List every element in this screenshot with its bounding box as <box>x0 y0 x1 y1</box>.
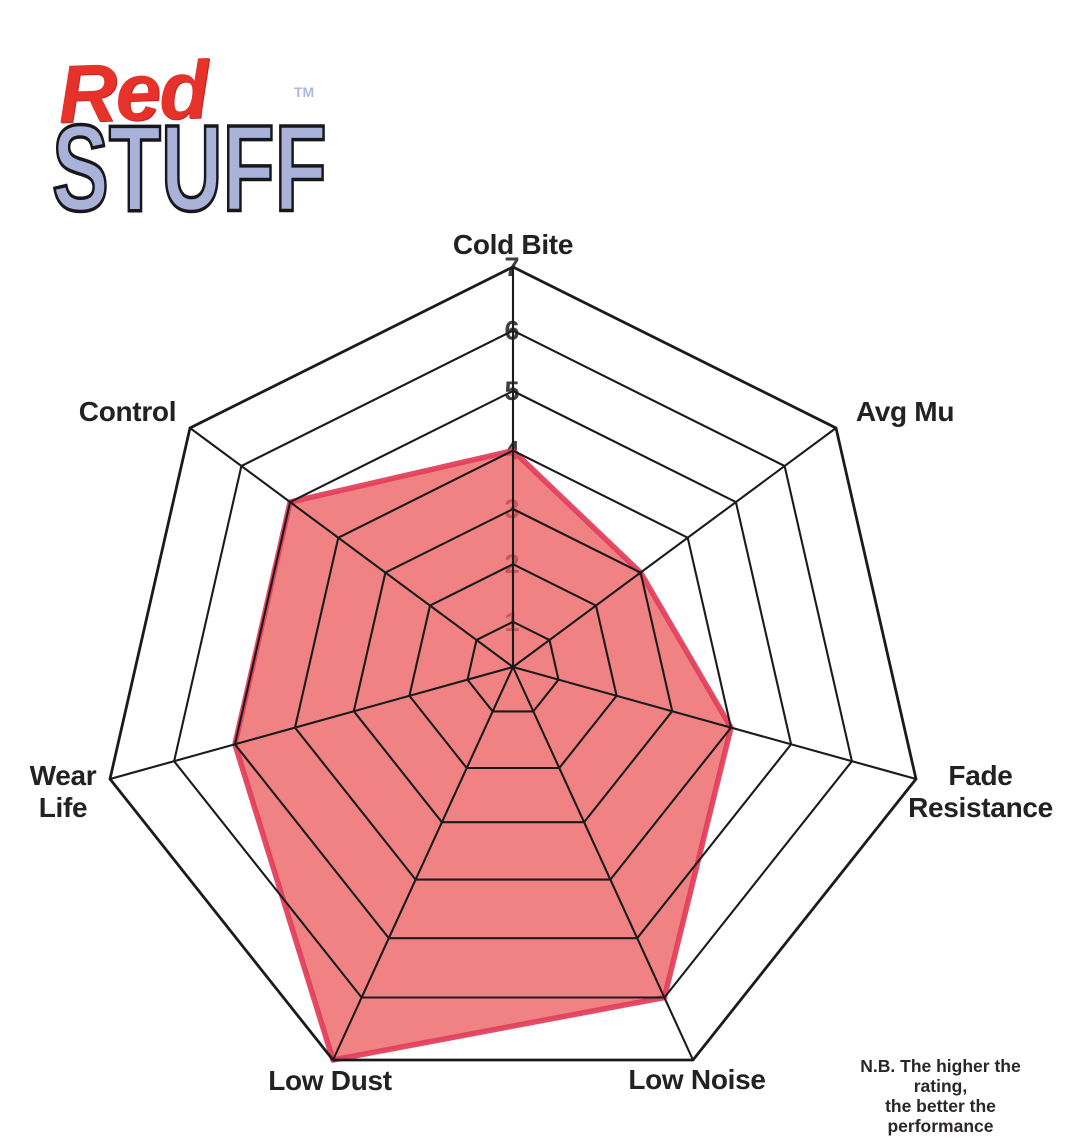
footnote-line-1: N.B. The higher the rating, <box>860 1056 1021 1097</box>
radar-ring-1 <box>466 620 560 713</box>
radar-ring-7 <box>108 265 918 1062</box>
axis-label-wear-life: Wear Life <box>29 760 97 823</box>
radar-spoke-6 <box>189 427 514 668</box>
axis-label-fade-resistance: Fade Resistance <box>908 760 1053 823</box>
radar-ring-6 <box>172 329 854 999</box>
logo-word-stuff: STUFF <box>51 100 328 238</box>
axis-label-control: Control <box>78 396 177 427</box>
axis-label-avg-mu: Avg Mu <box>855 396 955 427</box>
trademark-symbol: TM <box>294 84 315 100</box>
axis-label-low-noise: Low Noise <box>628 1064 766 1095</box>
radar-spoke-3 <box>512 666 694 1061</box>
footnote-line-2: the better the performance <box>885 1096 996 1137</box>
radar-spoke-5 <box>109 665 514 781</box>
radar-ring-4 <box>293 449 733 881</box>
radar-grid <box>108 265 918 1062</box>
radar-ring-3 <box>352 507 674 824</box>
footnote: N.B. The higher the rating, the better t… <box>833 1056 1048 1137</box>
axis-label-low-dust: Low Dust <box>268 1065 392 1096</box>
radar-spoke-1 <box>512 427 837 668</box>
redstuff-logo: Red STUFF TM <box>50 40 330 255</box>
radar-series-polygon <box>232 447 734 1063</box>
radar-spoke-2 <box>512 665 917 781</box>
radar-spoke-4 <box>332 666 514 1061</box>
axis-label-cold-bite: Cold Bite <box>452 229 574 260</box>
radar-ring-2 <box>408 563 618 770</box>
radar-ring-5 <box>233 389 793 940</box>
